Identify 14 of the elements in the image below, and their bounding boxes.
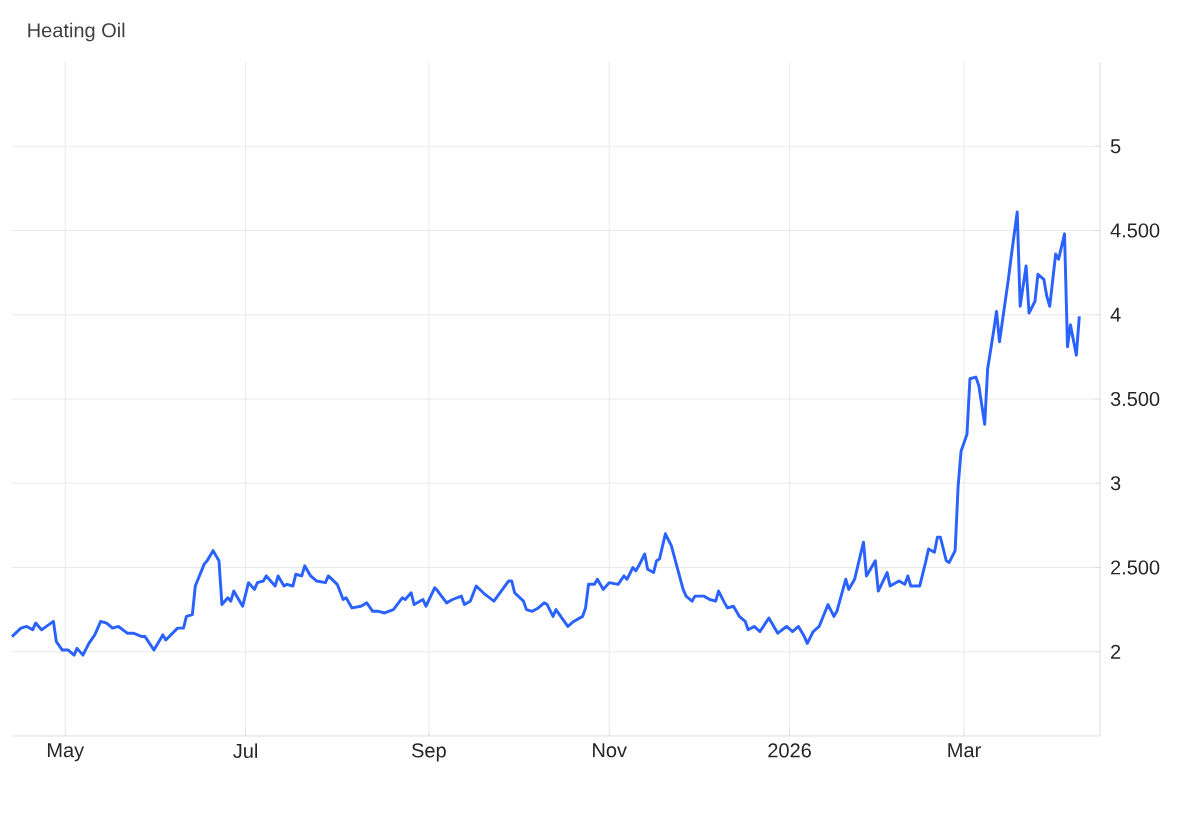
- y-tick-label: 4.500: [1110, 223, 1160, 238]
- x-tick-label: Jul: [233, 743, 258, 759]
- y-tick-label: 3.500: [1110, 391, 1160, 407]
- x-tick-label: Nov: [593, 743, 627, 758]
- x-tick-label: Mar: [948, 743, 981, 758]
- x-tick-label: Sep: [411, 743, 446, 762]
- y-tick-label: 2.500: [1111, 560, 1160, 575]
- chart-title: Heating Oil: [28, 22, 125, 42]
- x-tick-label: May: [47, 743, 85, 762]
- x-tick-label: 2026: [768, 743, 811, 758]
- y-tick-label: 2: [1111, 644, 1121, 659]
- y-tick-label: 5: [1110, 139, 1121, 154]
- y-tick-label: 3: [1110, 476, 1121, 491]
- y-tick-label: 4: [1110, 307, 1121, 322]
